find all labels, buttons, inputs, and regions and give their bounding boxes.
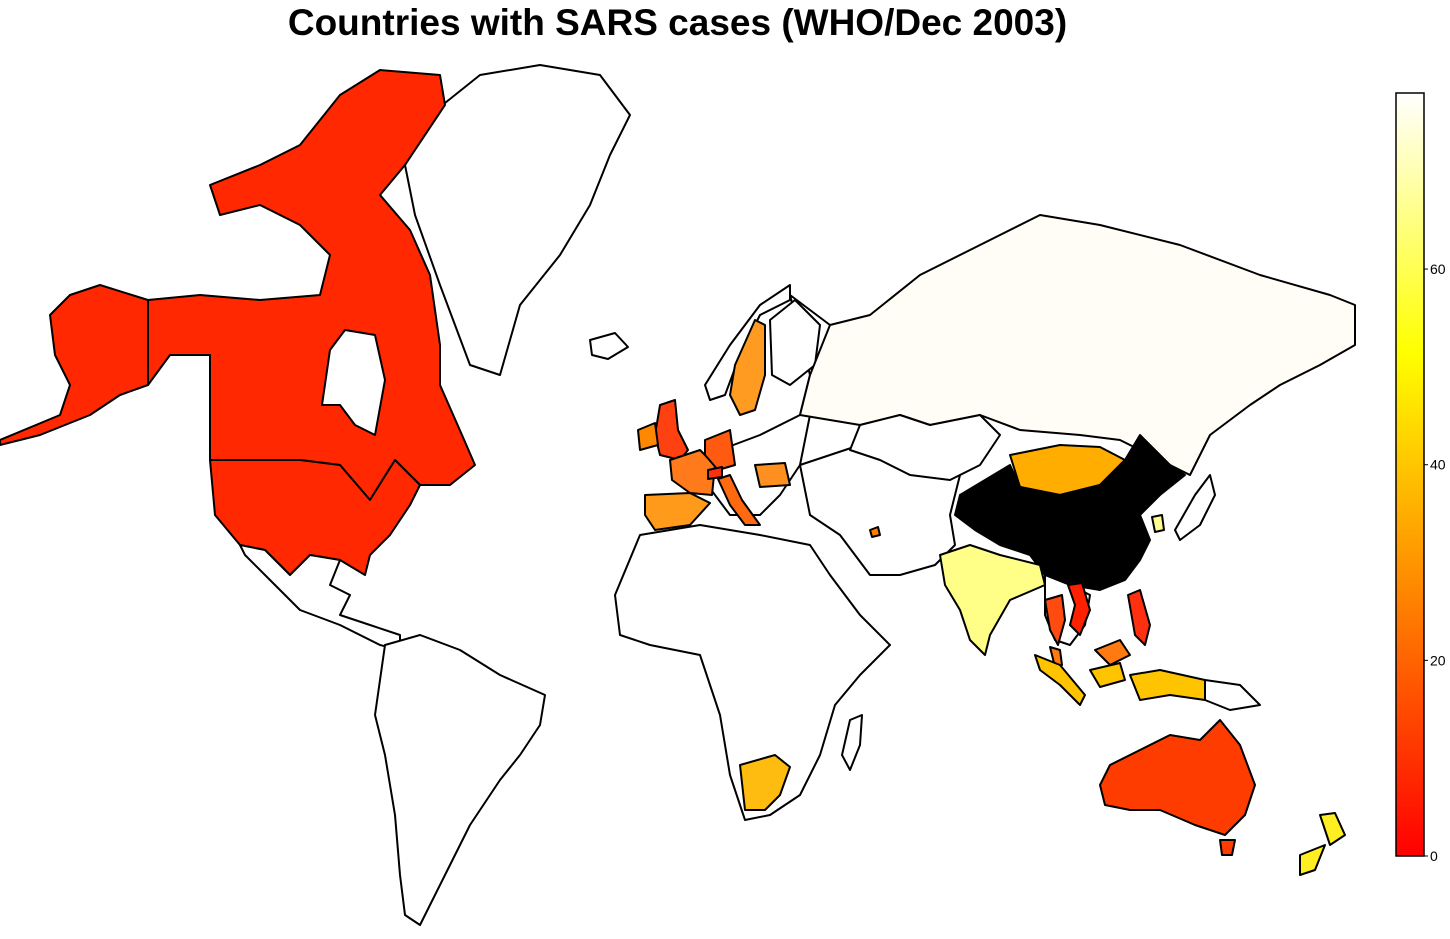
country-japan	[1174, 474, 1216, 541]
legend-tick-label: 0	[1430, 848, 1438, 864]
country-romania	[754, 462, 791, 488]
world-map	[0, 64, 1356, 926]
country-switzerland	[707, 466, 723, 480]
country-papua-new-guinea	[1204, 679, 1261, 711]
legend-tick-label: 60	[1430, 261, 1446, 277]
country-south-africa	[739, 754, 791, 811]
country-malaysia	[1049, 646, 1063, 668]
country-australia	[1099, 719, 1256, 836]
country-china	[954, 434, 1186, 591]
country-thailand	[1044, 594, 1066, 646]
region-africa	[614, 524, 891, 821]
country-madagascar	[841, 714, 863, 771]
country-italy	[717, 474, 761, 526]
legend-tick-label: 20	[1430, 652, 1446, 668]
country-norway	[704, 284, 791, 401]
country-iceland	[589, 332, 629, 360]
country-canada	[147, 69, 476, 501]
country-sweden	[729, 319, 766, 416]
colorbar	[1395, 92, 1425, 857]
country-mexico	[239, 544, 401, 651]
map-title: Countries with SARS cases (WHO/Dec 2003)	[287, 2, 1068, 43]
country-new-zealand-south	[1299, 844, 1326, 876]
color-legend: 0 20 40 60	[1395, 92, 1446, 864]
australia-tasmania	[1219, 839, 1236, 856]
country-france	[669, 449, 716, 496]
country-indonesia-borneo	[1089, 662, 1126, 688]
country-new-zealand	[1319, 812, 1346, 846]
country-kuwait	[869, 526, 881, 538]
country-ireland	[637, 422, 659, 451]
country-malaysia-borneo	[1094, 639, 1131, 666]
country-vietnam	[1067, 582, 1091, 636]
country-indonesia	[1034, 654, 1086, 706]
hudson-bay	[321, 329, 386, 436]
country-greenland	[404, 64, 631, 376]
country-germany	[704, 429, 736, 471]
region-south-america	[374, 634, 546, 926]
country-kazakhstan	[849, 414, 1001, 481]
country-united-kingdom	[654, 399, 689, 461]
us-alaska	[0, 284, 149, 446]
country-south-korea	[1151, 514, 1165, 533]
country-india	[939, 544, 1046, 656]
country-indonesia-east	[1129, 669, 1206, 701]
country-philippines	[1127, 589, 1151, 646]
country-russia	[799, 214, 1356, 476]
legend-tick-label: 40	[1430, 457, 1446, 473]
